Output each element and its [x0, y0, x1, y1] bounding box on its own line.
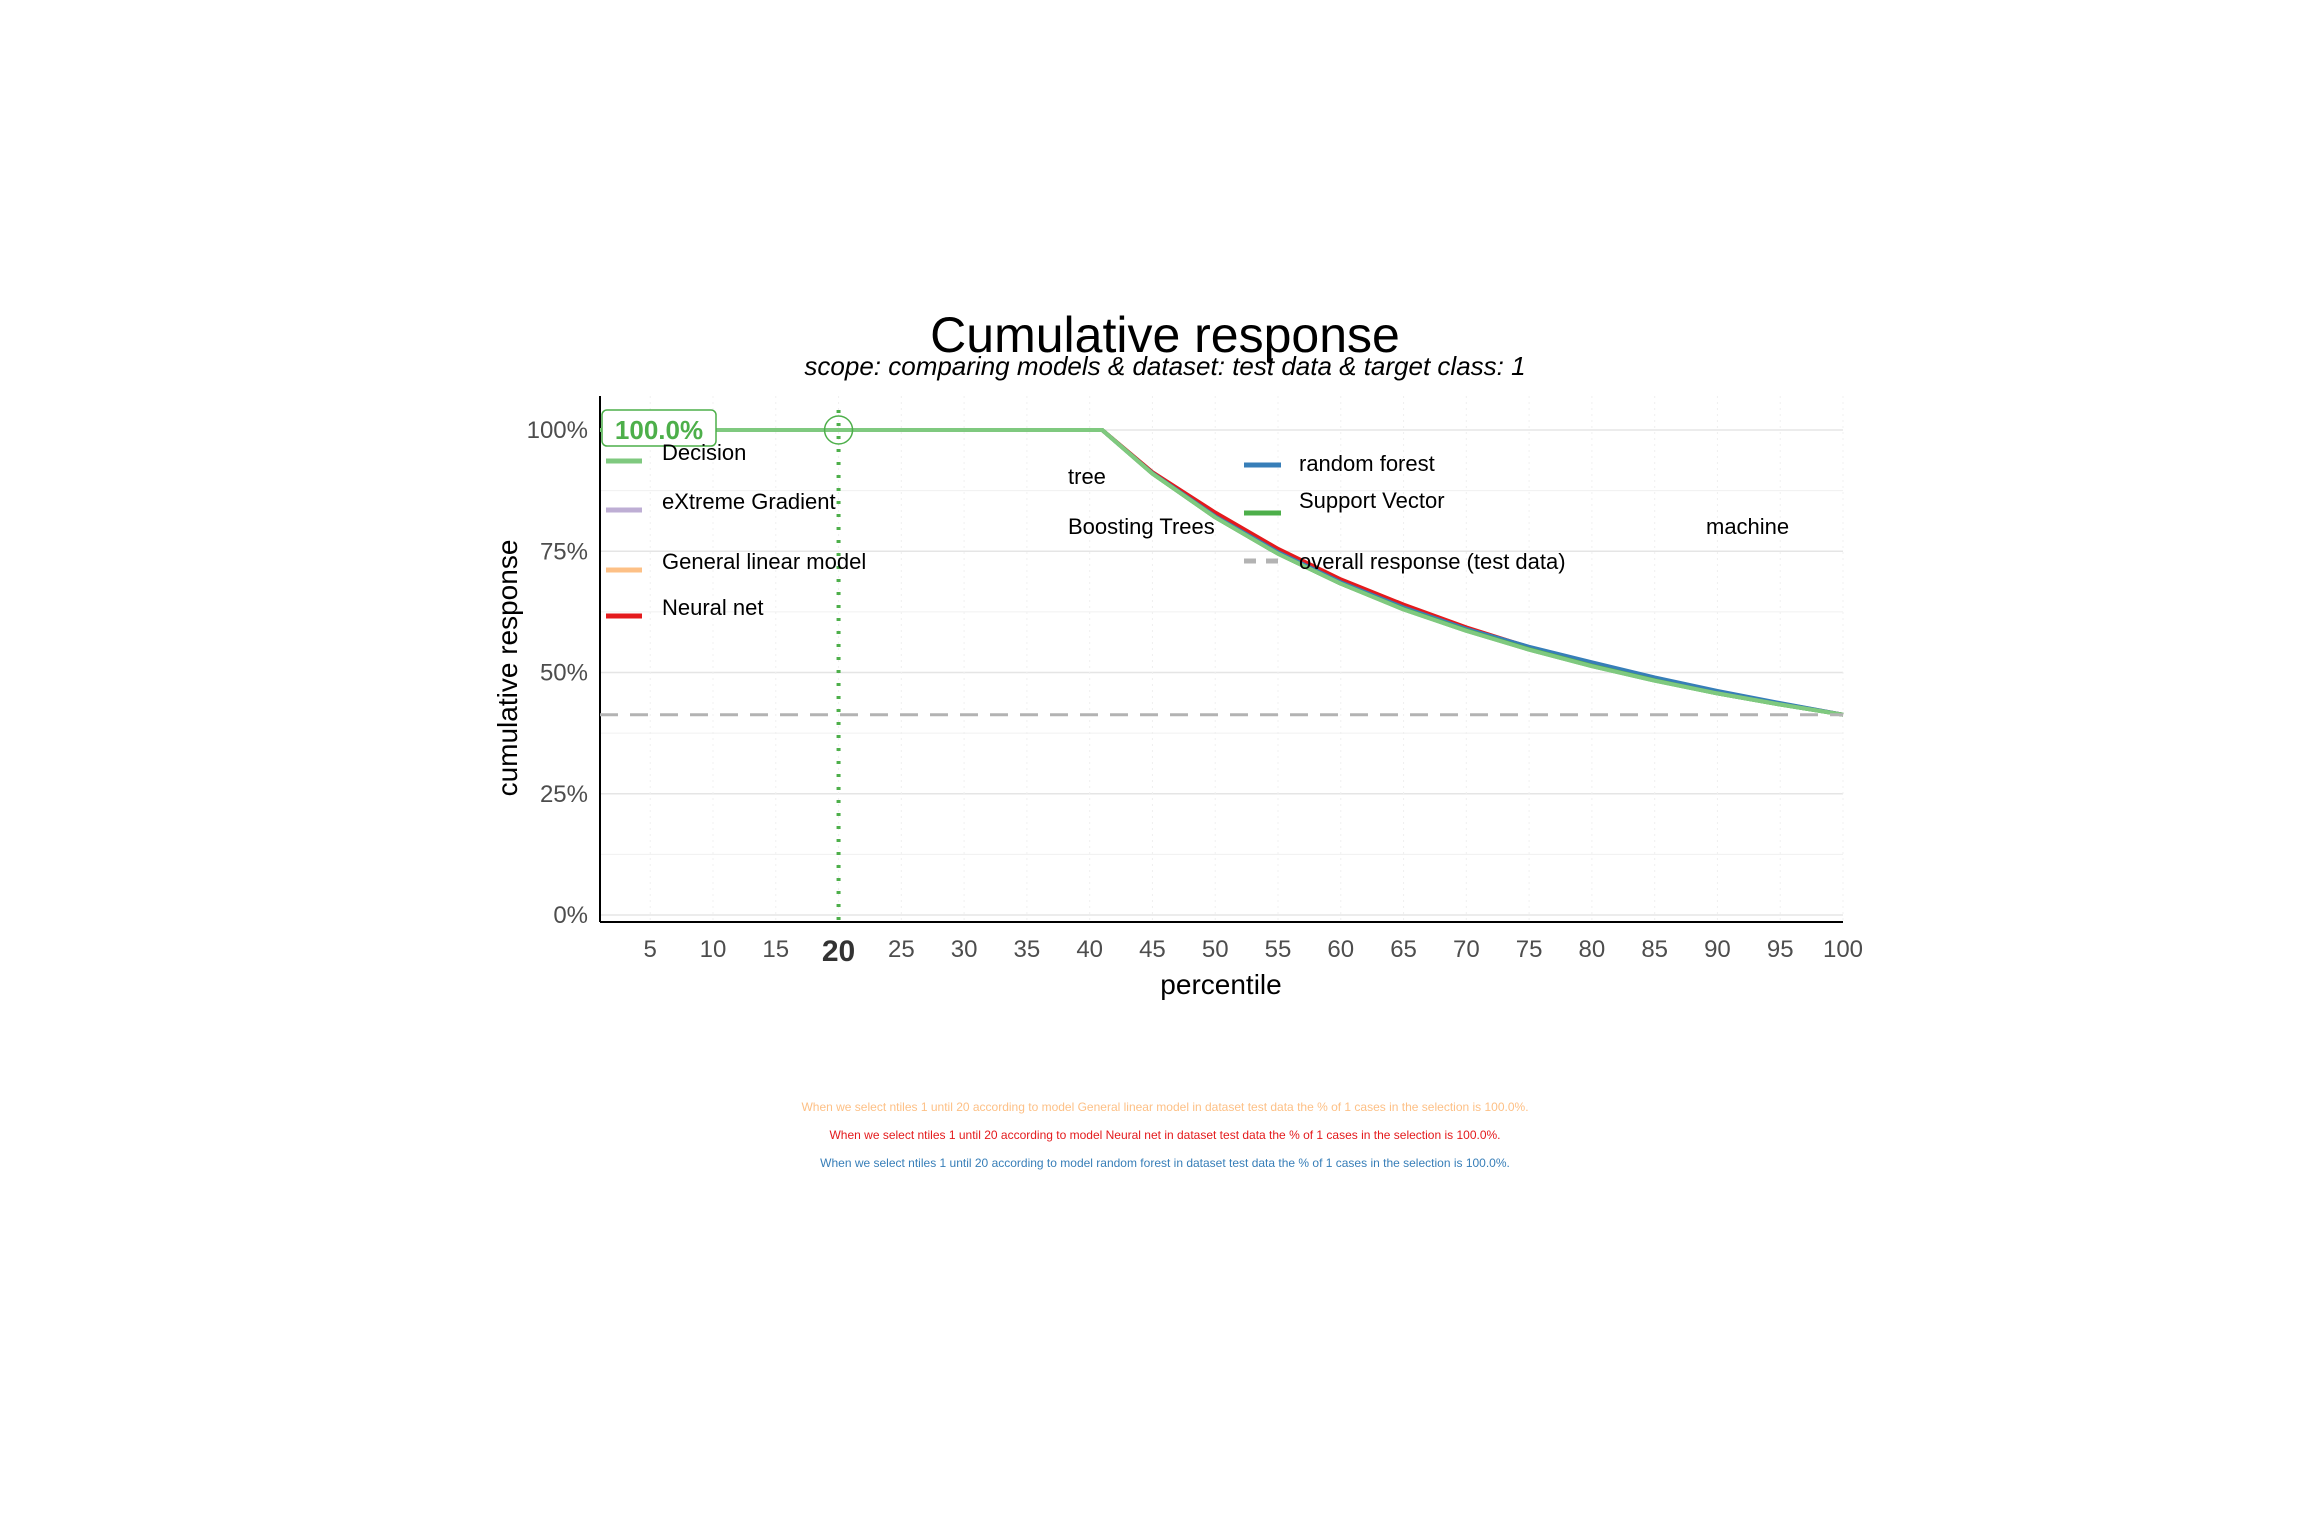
x-tick-label: 30: [951, 936, 978, 963]
legend-label: Decision: [662, 440, 746, 465]
legend-label: machine: [1706, 514, 1789, 539]
x-tick-label: 100: [1823, 936, 1863, 963]
y-tick-label: 100%: [527, 417, 588, 444]
highlight-annotation: 100.0%: [601, 409, 854, 922]
x-axis-label: percentile: [1160, 969, 1281, 1000]
caption-note: When we select ntiles 1 until 20 accordi…: [829, 1128, 1500, 1142]
caption-note: When we select ntiles 1 until 20 accordi…: [820, 1156, 1510, 1170]
x-tick-label: 45: [1139, 936, 1166, 963]
legend-label: General linear model: [662, 549, 866, 574]
legend-label: overall response (test data): [1299, 549, 1566, 574]
y-ticks: 0% 25% 50% 75% 100%: [527, 417, 588, 929]
x-tick-label: 5: [644, 936, 657, 963]
x-tick-label: 40: [1076, 936, 1103, 963]
x-tick-label: 70: [1453, 936, 1480, 963]
legend: Decision eXtreme Gradient General linear m…: [606, 440, 1789, 620]
x-ticks: 5 10 15 20 25 30 35 40 45 50 55 60 65 70 75 80 85 90 95 100: [644, 935, 1863, 968]
x-tick-label: 50: [1202, 936, 1229, 963]
x-tick-label: 35: [1014, 936, 1041, 963]
x-tick-label: 65: [1390, 936, 1417, 963]
y-tick-label: 25%: [540, 781, 588, 808]
legend-label: random forest: [1299, 451, 1435, 476]
x-tick-label: 60: [1327, 936, 1354, 963]
x-tick-label: 25: [888, 936, 915, 963]
legend-label: Boosting Trees: [1068, 514, 1215, 539]
grid: [600, 396, 1844, 922]
x-tick-label: 55: [1265, 936, 1292, 963]
y-tick-label: 75%: [540, 538, 588, 565]
highlight-point: [823, 415, 854, 445]
series-line: [600, 428, 1844, 717]
x-tick-label: 85: [1641, 936, 1668, 963]
x-tick-label: 75: [1516, 936, 1543, 963]
x-tick-label: 90: [1704, 936, 1731, 963]
y-axis-label: cumulative response: [492, 540, 523, 797]
y-tick-label: 0%: [553, 902, 588, 929]
x-tick-label: 95: [1767, 936, 1794, 963]
legend-label: eXtreme Gradient: [662, 489, 836, 514]
x-tick-label: 15: [762, 936, 789, 963]
chart-title: Cumulative response: [930, 307, 1400, 363]
legend-label: Neural net: [662, 595, 764, 620]
highlight-label-box: [601, 409, 717, 447]
caption-note: When we select ntiles 1 until 20 accordi…: [801, 1100, 1528, 1114]
series-lines: [600, 428, 1844, 717]
caption-notes: When we select ntiles 1 until 20 accordi…: [801, 1100, 1528, 1170]
legend-label: tree: [1068, 464, 1106, 489]
legend-label: Support Vector: [1299, 488, 1445, 513]
x-tick-label: 80: [1579, 936, 1606, 963]
x-tick-label: 10: [700, 936, 727, 963]
x-tick-label: 20: [822, 935, 855, 968]
highlight-label: 100.0%: [615, 415, 703, 445]
y-tick-label: 50%: [540, 660, 588, 687]
chart-subtitle: scope: comparing models & dataset: test …: [804, 351, 1525, 381]
